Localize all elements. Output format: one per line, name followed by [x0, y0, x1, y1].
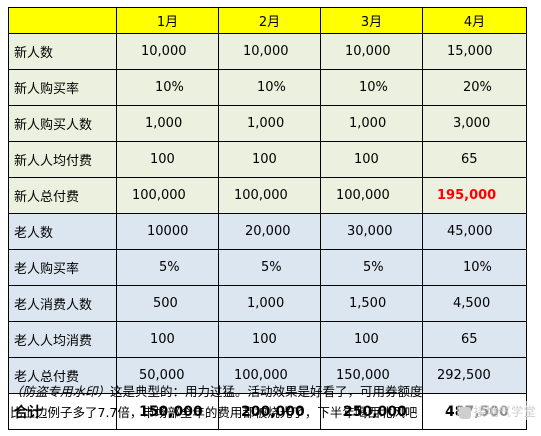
cell: 1,000 — [218, 105, 321, 142]
cell: 30,000 — [320, 213, 423, 250]
cell: 45,000 — [422, 213, 527, 250]
watermark-text: 接地气学堂 — [473, 404, 536, 419]
cell: 5% — [320, 249, 423, 286]
cell: 10% — [320, 69, 423, 106]
cell: 1,000 — [320, 105, 423, 142]
cell: 10% — [116, 69, 219, 106]
cell: 10,000 — [218, 33, 321, 70]
caption-line-1-text: 这是典型的：用力过猛。活动效果是好看了，可用券额度 — [110, 384, 423, 399]
header-month-4: 4月 — [422, 7, 527, 34]
cell: 100 — [320, 321, 423, 358]
caption-line-2: 比上边例子多了7.7倍，市场部全年的费用都被烧光了，下半年喝西北风吧 — [10, 405, 418, 420]
cell: 10% — [218, 69, 321, 106]
row-label: 新人购买人数 — [8, 105, 117, 142]
cell: 5% — [116, 249, 219, 286]
watermark-note: （防盗专用水印） — [10, 384, 111, 399]
row-label: 老人人均消费 — [8, 321, 117, 358]
header-month-2: 2月 — [218, 7, 321, 34]
row-label: 老人消费人数 — [8, 285, 117, 322]
cell: 100 — [320, 141, 423, 178]
cell: 100 — [116, 321, 219, 358]
cell: 1,500 — [320, 285, 423, 322]
total-cell: 200,000 — [218, 393, 321, 430]
table-row: 老人人均消费 100 100 100 65 — [8, 321, 527, 358]
row-label: 老人数 — [8, 213, 117, 250]
header-month-1: 1月 — [116, 7, 219, 34]
row-label: 新人购买率 — [8, 69, 117, 106]
cell: 15,000 — [422, 33, 527, 70]
cell: 500 — [116, 285, 219, 322]
table-row: 新人总付费 100,000 100,000 100,000 195,000 — [8, 177, 527, 214]
caption-text: （防盗专用水印）这是典型的：用力过猛。活动效果是好看了，可用券额度 比上边例子多… — [10, 381, 536, 423]
table-row: 新人购买人数 1,000 1,000 1,000 3,000 — [8, 105, 527, 142]
row-label: 新人数 — [8, 33, 117, 70]
cell: 100 — [116, 141, 219, 178]
data-table: 1月 2月 3月 4月 新人数 10,000 10,000 10,000 15,… — [8, 7, 527, 430]
row-label: 新人总付费 — [8, 177, 117, 214]
cell: 65 — [422, 321, 527, 358]
cell: 20,000 — [218, 213, 321, 250]
cell: 5% — [218, 249, 321, 286]
cell: 1,000 — [116, 105, 219, 142]
total-cell: 250,000 — [320, 393, 423, 430]
total-cell: 150,000 — [116, 393, 219, 430]
table-row: 新人购买率 10% 10% 10% 20% — [8, 69, 527, 106]
header-row: 1月 2月 3月 4月 — [8, 7, 527, 34]
table-row: 老人数 10000 20,000 30,000 45,000 — [8, 213, 527, 250]
row-label: 新人人均付费 — [8, 141, 117, 178]
caption-line-1: （防盗专用水印）这是典型的：用力过猛。活动效果是好看了，可用券额度 — [10, 381, 536, 402]
cell: 10,000 — [320, 33, 423, 70]
cell: 4,500 — [422, 285, 527, 322]
cell: 100,000 — [320, 177, 423, 214]
watermark: 接地气学堂 — [457, 401, 538, 420]
cell: 100 — [218, 321, 321, 358]
cell: 100,000 — [116, 177, 219, 214]
wechat-icon — [459, 406, 472, 419]
row-label: 老人总付费 — [8, 357, 117, 394]
table-row: 老人消费人数 500 1,000 1,500 4,500 — [8, 285, 527, 322]
cell: 1,000 — [218, 285, 321, 322]
header-month-3: 3月 — [320, 7, 423, 34]
header-empty — [8, 7, 117, 34]
cell: 10% — [422, 249, 527, 286]
cell: 65 — [422, 141, 527, 178]
cell: 20% — [422, 69, 527, 106]
cell: 292,500 — [422, 357, 527, 394]
row-label: 老人购买率 — [8, 249, 117, 286]
cell: 3,000 — [422, 105, 527, 142]
cell: 10000 — [116, 213, 219, 250]
table-row: 老人购买率 5% 5% 5% 10% — [8, 249, 527, 286]
table-row: 老人总付费 50,000 100,000 150,000 292,500 — [8, 357, 527, 394]
table-row: 新人数 10,000 10,000 10,000 15,000 — [8, 33, 527, 70]
total-label: 合计 — [8, 393, 117, 430]
cell: 100,000 — [218, 177, 321, 214]
highlight-cell: 195,000 — [422, 177, 527, 214]
table-row: 新人人均付费 100 100 100 65 — [8, 141, 527, 178]
cell: 100 — [218, 141, 321, 178]
cell: 150,000 — [320, 357, 423, 394]
cell: 10,000 — [116, 33, 219, 70]
